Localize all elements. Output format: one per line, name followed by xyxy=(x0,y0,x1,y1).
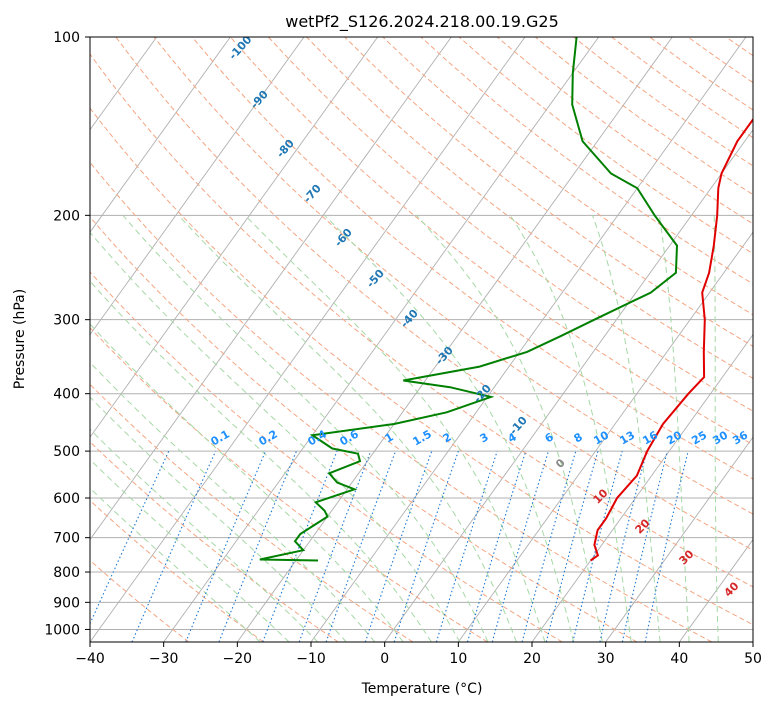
mixing-ratio-line xyxy=(572,450,623,642)
x-tick-label: 40 xyxy=(670,651,688,667)
dry-adiabat-line xyxy=(382,37,753,316)
dry-adiabat-line xyxy=(420,37,753,285)
dry-adiabat-line xyxy=(115,37,753,551)
mixing-ratio-line xyxy=(545,450,599,642)
x-axis-label: Temperature (°C) xyxy=(361,681,483,697)
mixing-ratio-line xyxy=(393,450,459,642)
x-tick-label: 10 xyxy=(449,651,467,667)
isotherm-line xyxy=(163,37,600,642)
mixing-ratio-line xyxy=(298,450,372,642)
dry-adiabat-line xyxy=(764,37,775,642)
moist-adiabat-line xyxy=(658,215,690,642)
x-tick-label: −30 xyxy=(149,651,179,667)
moist-adiabat-line xyxy=(713,215,719,642)
x-tick-label: −10 xyxy=(296,651,326,667)
mixing-ratio-line xyxy=(491,450,550,642)
plot-frame xyxy=(89,36,754,643)
mixing-ratio-line xyxy=(621,450,668,642)
mixing-ratio-line xyxy=(599,450,648,642)
moist-adiabat-line xyxy=(416,214,603,642)
y-tick-label: 400 xyxy=(53,387,80,403)
plot-background xyxy=(90,37,753,642)
y-tick-label: 700 xyxy=(53,531,80,547)
isotherm-line xyxy=(678,538,753,642)
x-tick-label: 0 xyxy=(380,651,389,667)
y-axis-label: Pressure (hPa) xyxy=(12,289,28,389)
moist-adiabat-line xyxy=(90,428,319,642)
mixing-ratio-line xyxy=(521,450,577,642)
moist-adiabat-line xyxy=(90,323,404,642)
temperature-profile-line xyxy=(590,117,753,562)
isotherm-line xyxy=(90,37,526,642)
moist-adiabat-line xyxy=(592,215,661,642)
moist-adiabat-line xyxy=(90,231,461,642)
isotherm-line xyxy=(90,37,379,438)
x-tick-label: 30 xyxy=(597,651,615,667)
isotherm-line xyxy=(531,333,753,642)
mixing-ratio-line xyxy=(435,450,498,642)
dry-adiabat-line xyxy=(90,271,563,642)
isotherm-line xyxy=(384,128,753,642)
y-tick-label: 200 xyxy=(53,208,80,224)
dry-adiabat-line xyxy=(90,107,753,626)
isotherm-line xyxy=(90,37,305,336)
moist-adiabat-line xyxy=(90,396,347,642)
y-tick-label: 300 xyxy=(53,313,80,329)
y-tick-label: 1000 xyxy=(44,622,80,638)
axis-ticks-layer: −40 −30 −20 −10 0 10 20 30 40 50 100 200 300 400 500 60… xyxy=(44,30,762,667)
dry-adiabat-line xyxy=(268,37,753,412)
mixing-ratio-line xyxy=(364,450,433,642)
moist-adiabat-line xyxy=(90,487,261,642)
x-tick-label: −20 xyxy=(223,651,253,667)
y-tick-label: 900 xyxy=(53,595,80,611)
moist-adiabat-line xyxy=(178,214,517,642)
moist-adiabat-line xyxy=(90,458,290,642)
dry-adiabat-line xyxy=(344,37,753,347)
dry-adiabat-line xyxy=(229,37,753,446)
isotherm-line xyxy=(605,436,753,642)
x-tick-label: 50 xyxy=(744,651,762,667)
dewpoint-profile-line xyxy=(259,37,679,562)
mixing-ratio-line xyxy=(325,450,397,642)
isotherm-line xyxy=(236,37,673,642)
grid-layer xyxy=(0,37,775,642)
y-tick-label: 600 xyxy=(53,491,80,507)
mixing-ratio-line xyxy=(131,450,217,642)
isotherm-line xyxy=(90,37,231,233)
mixing-ratio-line xyxy=(644,450,689,642)
dry-adiabat-line xyxy=(90,383,414,642)
x-tick-label: −40 xyxy=(75,651,105,667)
data-layer xyxy=(259,37,753,562)
isotherm-line xyxy=(90,37,452,541)
mixing-ratio-line xyxy=(466,450,527,642)
mixing-ratio-line xyxy=(262,450,338,642)
x-tick-label: 20 xyxy=(523,651,541,667)
dry-adiabat-line xyxy=(90,559,190,642)
isotherm-line xyxy=(457,231,753,642)
y-tick-label: 500 xyxy=(53,444,80,460)
dry-adiabat-line xyxy=(153,37,753,515)
moist-adiabat-line xyxy=(122,214,489,642)
y-tick-label: 100 xyxy=(53,30,80,46)
chart-title: wetPf2_S126.2024.218.00.19.G25 xyxy=(285,12,559,32)
dry-adiabat-line xyxy=(90,53,753,588)
y-tick-label: 800 xyxy=(53,565,80,581)
mixing-ratio-line xyxy=(218,450,298,642)
isotherm-line xyxy=(752,641,753,642)
moist-adiabat-line xyxy=(244,214,546,642)
isotherm-line xyxy=(0,37,9,642)
mixing-ratio-line xyxy=(185,450,267,642)
